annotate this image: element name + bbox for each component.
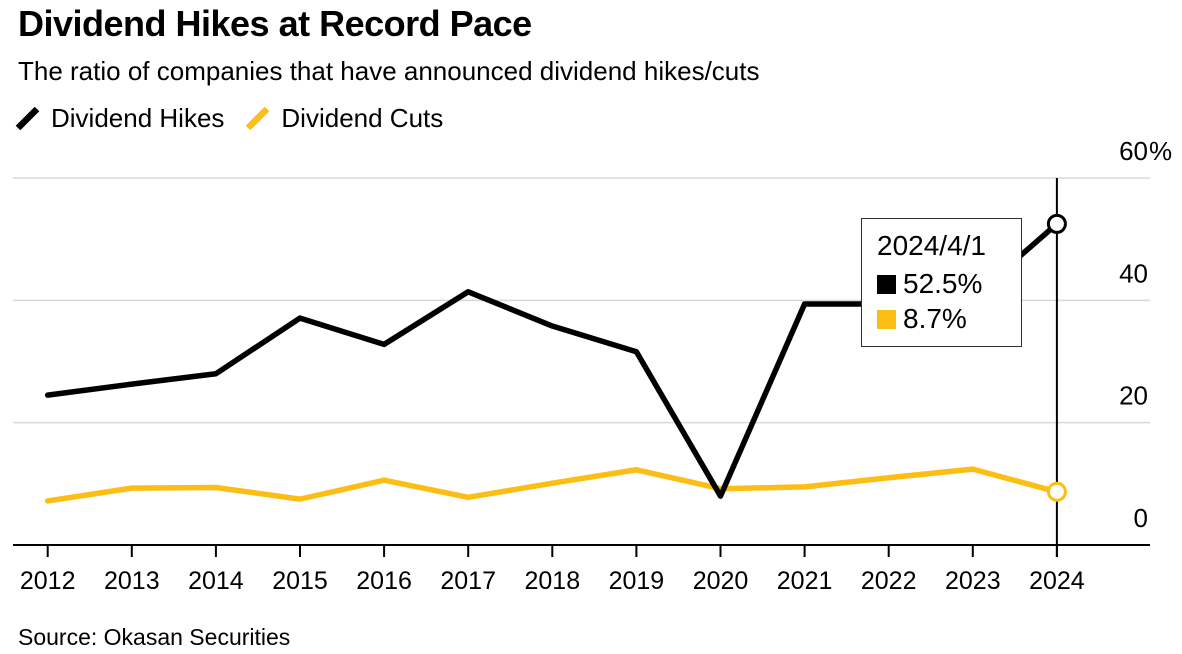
- x-axis-label-2021: 2021: [777, 567, 833, 595]
- tooltip-value-cuts: 8.7%: [903, 303, 967, 334]
- x-axis-label-2018: 2018: [524, 567, 580, 595]
- page-title: Dividend Hikes at Record Pace: [18, 3, 532, 44]
- legend-item-dividend-hikes[interactable]: Dividend Hikes: [14, 103, 224, 134]
- source-attribution: Source: Okasan Securities: [18, 624, 291, 650]
- marker-dividend-cuts-2024[interactable]: [1046, 481, 1067, 502]
- legend-label-dividend-hikes: Dividend Hikes: [51, 103, 225, 133]
- tooltip-swatch-hikes: [877, 274, 896, 294]
- tooltip-row-hikes: 52.5%: [877, 268, 1021, 299]
- x-axis-label-2024: 2024: [1029, 567, 1085, 595]
- y-axis-label-20: 20: [1119, 381, 1148, 411]
- x-axis-label-2019: 2019: [609, 567, 665, 595]
- y-axis-label-40: 40: [1119, 258, 1148, 288]
- y-axis-label-0: 0: [1134, 503, 1148, 533]
- tooltip-swatch-cuts: [877, 309, 896, 329]
- chart-tooltip: 2024/4/1 52.5% 8.7%: [861, 218, 1022, 347]
- y-axis-label-percent-sign: %: [1149, 136, 1172, 166]
- series-line-dividend-cuts[interactable]: [44, 466, 1060, 504]
- tooltip-value-hikes: 52.5%: [903, 268, 983, 299]
- legend-label-dividend-cuts: Dividend Cuts: [281, 103, 444, 133]
- page-subtitle: The ratio of companies that have announc…: [18, 56, 760, 86]
- x-axis-label-2012: 2012: [20, 567, 76, 595]
- cuts-slash-icon: [246, 106, 270, 131]
- x-axis-label-2016: 2016: [356, 567, 412, 595]
- x-axis-label-2022: 2022: [861, 567, 917, 595]
- x-axis-label-2017: 2017: [440, 567, 496, 595]
- legend-item-dividend-cuts[interactable]: Dividend Cuts: [244, 103, 443, 134]
- y-axis-label-60: 60: [1119, 136, 1148, 166]
- x-axis-label-2014: 2014: [188, 567, 244, 595]
- marker-dividend-hikes-2024[interactable]: [1046, 213, 1067, 234]
- x-axis-label-2015: 2015: [272, 567, 328, 595]
- tooltip-row-cuts: 8.7%: [877, 303, 1021, 334]
- x-axis-label-2023: 2023: [945, 567, 1001, 595]
- hikes-slash-icon: [15, 106, 40, 131]
- x-axis-label-2013: 2013: [104, 567, 160, 595]
- x-axis-label-2020: 2020: [693, 567, 749, 595]
- tooltip-date: 2024/4/1: [877, 230, 986, 261]
- chart-legend: Dividend Hikes Dividend Cuts: [14, 103, 463, 134]
